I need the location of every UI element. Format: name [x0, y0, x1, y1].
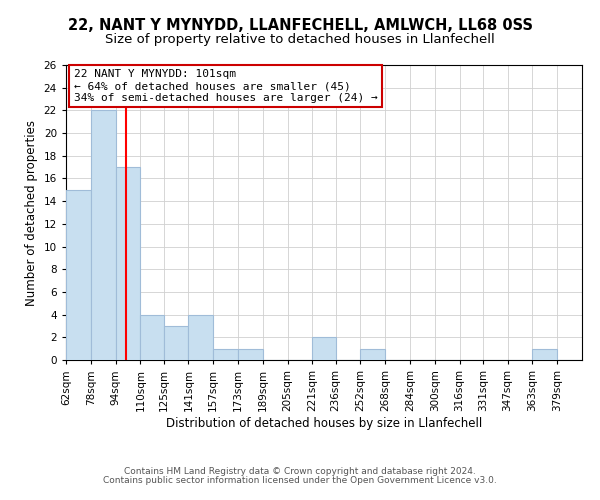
Bar: [532, 348, 557, 360]
Bar: [238, 348, 263, 360]
Text: Contains public sector information licensed under the Open Government Licence v3: Contains public sector information licen…: [103, 476, 497, 485]
Bar: [361, 348, 385, 360]
Bar: [213, 348, 238, 360]
Bar: [66, 190, 91, 360]
Text: 22 NANT Y MYNYDD: 101sqm
← 64% of detached houses are smaller (45)
34% of semi-d: 22 NANT Y MYNYDD: 101sqm ← 64% of detach…: [74, 70, 377, 102]
Bar: [188, 314, 213, 360]
Bar: [140, 314, 164, 360]
Bar: [313, 338, 335, 360]
Text: Size of property relative to detached houses in Llanfechell: Size of property relative to detached ho…: [105, 32, 495, 46]
Bar: [116, 167, 140, 360]
Text: Contains HM Land Registry data © Crown copyright and database right 2024.: Contains HM Land Registry data © Crown c…: [124, 467, 476, 476]
Y-axis label: Number of detached properties: Number of detached properties: [25, 120, 38, 306]
Bar: [164, 326, 188, 360]
Bar: [91, 110, 116, 360]
X-axis label: Distribution of detached houses by size in Llanfechell: Distribution of detached houses by size …: [166, 416, 482, 430]
Text: 22, NANT Y MYNYDD, LLANFECHELL, AMLWCH, LL68 0SS: 22, NANT Y MYNYDD, LLANFECHELL, AMLWCH, …: [67, 18, 533, 32]
